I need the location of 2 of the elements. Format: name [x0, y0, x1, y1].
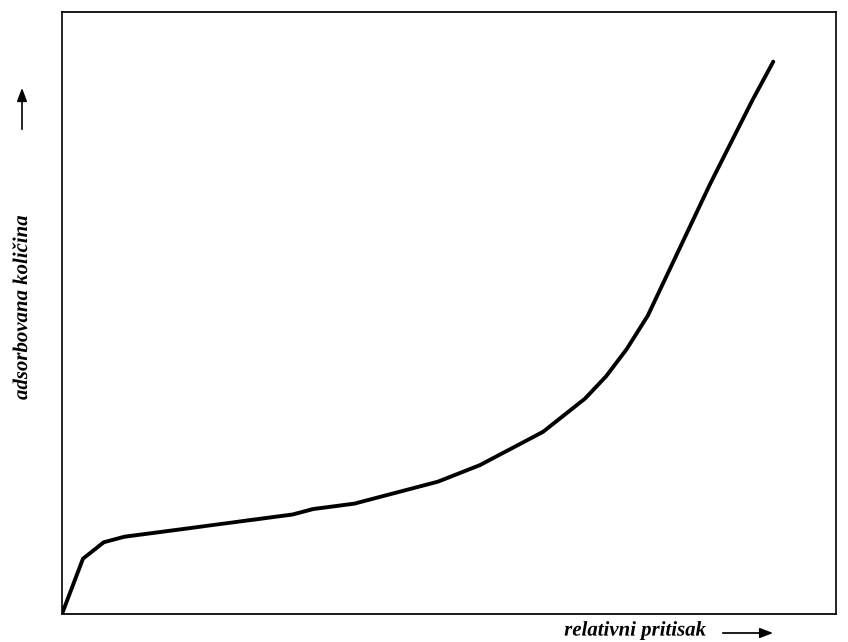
- x-axis-title: relativni pritisak: [564, 621, 706, 640]
- y-axis-title: adsorbovana količina: [12, 216, 28, 400]
